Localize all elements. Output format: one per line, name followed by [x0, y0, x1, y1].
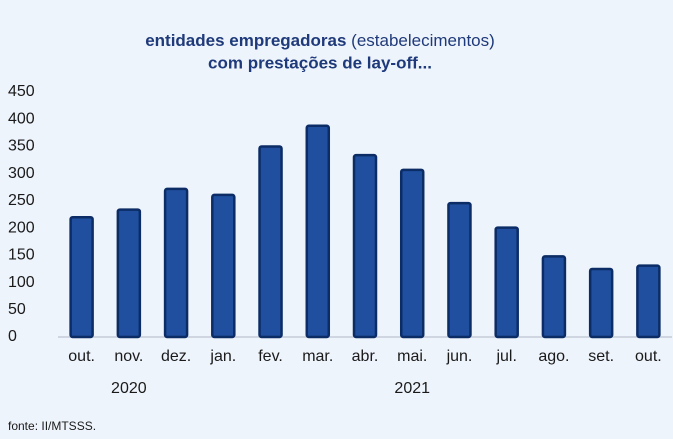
x-tick-label: mar. [302, 348, 333, 365]
year-label: 2020 [111, 380, 147, 397]
x-tick-label: ago. [538, 348, 569, 365]
bar [163, 187, 189, 339]
bar [588, 267, 614, 339]
x-tick-label: jul. [495, 348, 516, 365]
year-label: 2021 [394, 380, 430, 397]
bar [636, 264, 661, 339]
bar [541, 255, 567, 339]
x-tick-label: abr. [352, 348, 379, 365]
x-tick-label: jan. [209, 348, 236, 365]
title-bold: entidades empregadoras [145, 31, 346, 50]
y-tick-label: 350 [8, 138, 35, 155]
y-tick-label: 200 [8, 219, 35, 236]
y-tick-label: 450 [8, 83, 35, 100]
x-tick-label: fev. [258, 348, 283, 365]
x-tick-label: dez. [161, 348, 191, 365]
bar [399, 168, 425, 339]
y-tick-label: 50 [8, 301, 26, 318]
source: fonte: II/MTSSS. [8, 419, 96, 433]
y-tick-label: 0 [8, 328, 17, 345]
bar [69, 215, 94, 339]
chart-title-line2: com prestações de lay-off... [208, 53, 432, 72]
bar [447, 201, 472, 339]
bar [258, 145, 283, 339]
y-tick-label: 100 [8, 274, 35, 291]
bar [211, 193, 236, 339]
y-tick-label: 150 [8, 247, 35, 264]
chart-title: entidades empregadoras (estabelecimentos… [145, 31, 495, 50]
y-tick-label: 250 [8, 192, 35, 209]
bar [494, 226, 519, 339]
y-tick-label: 300 [8, 165, 35, 182]
title-normal: (estabelecimentos) [351, 31, 495, 50]
x-tick-label: out. [68, 348, 95, 365]
x-tick-label: set. [588, 348, 614, 365]
x-tick-label: mai. [397, 348, 427, 365]
y-tick-label: 400 [8, 110, 35, 127]
x-tick-label: out. [635, 348, 662, 365]
x-tick-label: jun. [446, 348, 473, 365]
x-tick-label: nov. [114, 348, 143, 365]
bar [305, 124, 331, 339]
bar [352, 153, 378, 339]
bar [116, 208, 142, 339]
